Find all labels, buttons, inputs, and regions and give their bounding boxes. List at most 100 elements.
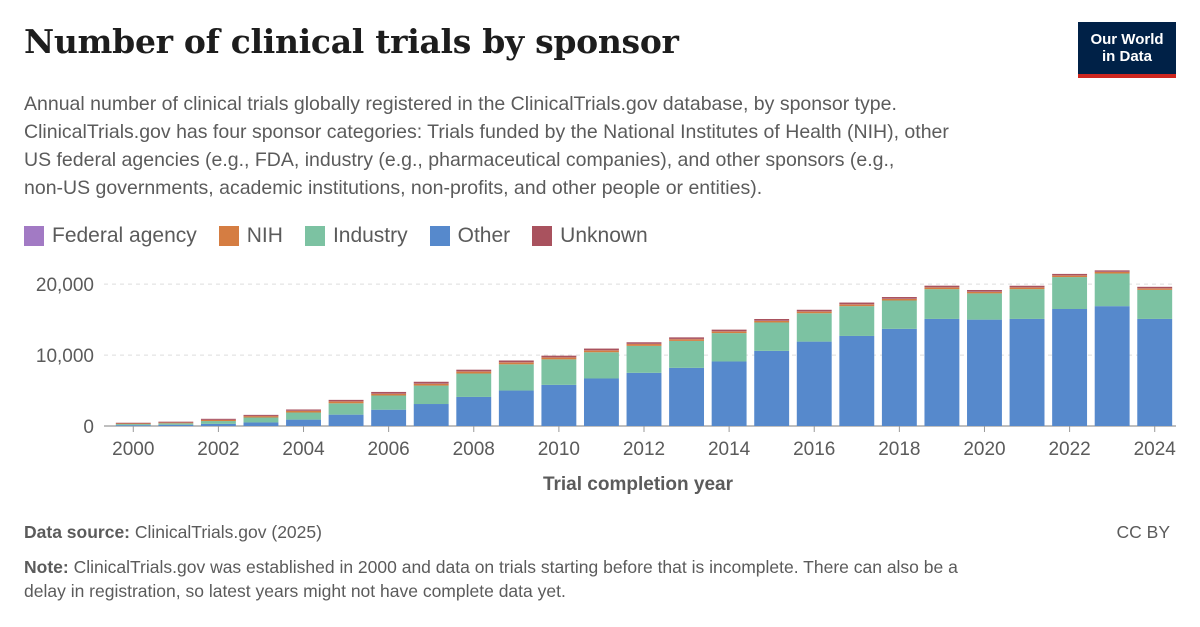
bar-segment-other[interactable] <box>967 319 1002 426</box>
bar-segment-other[interactable] <box>158 424 194 426</box>
owid-logo[interactable]: Our World in Data <box>1078 22 1176 78</box>
legend-item-federal-agency[interactable]: Federal agency <box>24 224 197 248</box>
bar-segment-nih[interactable] <box>796 311 832 314</box>
bar-segment-industry[interactable] <box>1137 289 1173 319</box>
bar-segment-industry[interactable] <box>1094 273 1130 307</box>
bar-segment-other[interactable] <box>583 378 619 426</box>
bar-segment-unknown[interactable] <box>158 421 194 423</box>
bar-segment-industry[interactable] <box>243 417 279 423</box>
bar-segment-industry[interactable] <box>796 313 832 342</box>
bar-segment-nih[interactable] <box>243 416 279 418</box>
bar-segment-unknown[interactable] <box>924 285 960 288</box>
bar-segment-other[interactable] <box>669 367 705 426</box>
bar-segment-industry[interactable] <box>200 421 236 424</box>
bar-segment-unknown[interactable] <box>541 355 577 358</box>
bar-segment-unknown[interactable] <box>839 302 875 305</box>
bar-segment-industry[interactable] <box>711 333 747 362</box>
legend-item-other[interactable]: Other <box>429 224 510 248</box>
bar-segment-nih[interactable] <box>967 291 1002 294</box>
bar-segment-other[interactable] <box>924 318 960 426</box>
bar-segment-unknown[interactable] <box>796 309 832 312</box>
bar-segment-unknown[interactable] <box>456 369 492 372</box>
bar-segment-nih[interactable] <box>158 422 194 424</box>
source-link[interactable]: ClinicalTrials.gov (2025) <box>134 522 322 542</box>
bar-segment-other[interactable] <box>881 328 917 426</box>
bar-segment-unknown[interactable] <box>371 391 407 394</box>
legend-item-nih[interactable]: NIH <box>218 224 283 248</box>
license-link[interactable]: CC BY <box>1116 522 1170 542</box>
bar-segment-unknown[interactable] <box>413 381 449 384</box>
bar-segment-unknown[interactable] <box>626 342 662 344</box>
legend-item-unknown[interactable]: Unknown <box>532 224 648 248</box>
bar-segment-other[interactable] <box>711 361 747 426</box>
bar-segment-industry[interactable] <box>456 373 492 397</box>
bar-segment-other[interactable] <box>498 390 534 426</box>
bar-segment-nih[interactable] <box>1137 288 1173 290</box>
bar-segment-unknown[interactable] <box>1009 285 1045 288</box>
bar-segment-unknown[interactable] <box>881 297 917 299</box>
bar-segment-nih[interactable] <box>115 423 151 425</box>
bar-segment-industry[interactable] <box>583 352 619 379</box>
bar-segment-unknown[interactable] <box>967 289 1002 292</box>
bar-segment-nih[interactable] <box>328 401 364 404</box>
bar-segment-unknown[interactable] <box>498 360 534 363</box>
bar-segment-other[interactable] <box>754 350 790 426</box>
bar-segment-industry[interactable] <box>328 403 364 415</box>
bar-segment-industry[interactable] <box>286 412 321 420</box>
bar-segment-unknown[interactable] <box>669 337 705 339</box>
bar-segment-nih[interactable] <box>583 350 619 353</box>
legend-item-industry[interactable]: Industry <box>304 224 408 248</box>
bar-segment-nih[interactable] <box>754 320 790 323</box>
bar-segment-other[interactable] <box>371 409 407 426</box>
bar-segment-other[interactable] <box>1009 318 1045 426</box>
bar-segment-other[interactable] <box>286 419 321 426</box>
bar-segment-industry[interactable] <box>924 289 960 319</box>
bar-segment-industry[interactable] <box>413 385 449 405</box>
bar-segment-nih[interactable] <box>456 371 492 374</box>
bar-segment-unknown[interactable] <box>115 422 151 424</box>
bar-segment-other[interactable] <box>413 404 449 426</box>
bar-segment-other[interactable] <box>1094 306 1130 426</box>
bar-segment-nih[interactable] <box>924 287 960 290</box>
bar-segment-unknown[interactable] <box>754 318 790 321</box>
bar-segment-industry[interactable] <box>881 300 917 329</box>
bar-segment-unknown[interactable] <box>243 414 279 416</box>
bar-segment-nih[interactable] <box>839 304 875 307</box>
bar-segment-other[interactable] <box>115 425 151 426</box>
bar-segment-other[interactable] <box>328 414 364 426</box>
bar-segment-nih[interactable] <box>200 419 236 422</box>
bar-segment-other[interactable] <box>456 396 492 426</box>
bar-segment-other[interactable] <box>839 335 875 426</box>
bar-segment-unknown[interactable] <box>1052 273 1088 276</box>
bar-segment-nih[interactable] <box>286 410 321 413</box>
bar-segment-industry[interactable] <box>669 340 705 368</box>
bar-segment-other[interactable] <box>200 423 236 426</box>
bar-segment-other[interactable] <box>796 341 832 426</box>
bar-segment-industry[interactable] <box>115 424 151 426</box>
bar-segment-nih[interactable] <box>541 357 577 360</box>
bar-segment-industry[interactable] <box>1052 277 1088 309</box>
bar-segment-unknown[interactable] <box>286 409 321 411</box>
bar-segment-unknown[interactable] <box>711 329 747 332</box>
bar-segment-industry[interactable] <box>626 345 662 373</box>
bar-segment-unknown[interactable] <box>200 418 236 420</box>
bar-segment-industry[interactable] <box>498 364 534 391</box>
bar-segment-unknown[interactable] <box>583 348 619 351</box>
bar-segment-nih[interactable] <box>371 393 407 396</box>
bar-segment-nih[interactable] <box>1009 287 1045 290</box>
bar-segment-industry[interactable] <box>1009 289 1045 319</box>
bar-segment-unknown[interactable] <box>1137 286 1173 289</box>
bar-segment-other[interactable] <box>541 384 577 426</box>
bar-segment-other[interactable] <box>626 372 662 426</box>
bar-segment-nih[interactable] <box>669 339 705 341</box>
bar-segment-industry[interactable] <box>967 293 1002 320</box>
bar-segment-industry[interactable] <box>158 423 194 425</box>
bar-segment-nih[interactable] <box>711 331 747 334</box>
bar-segment-other[interactable] <box>243 422 279 426</box>
bar-segment-industry[interactable] <box>541 359 577 385</box>
bar-segment-other[interactable] <box>1137 318 1173 426</box>
bar-segment-industry[interactable] <box>839 306 875 336</box>
bar-segment-industry[interactable] <box>371 395 407 410</box>
bar-segment-industry[interactable] <box>754 322 790 351</box>
bar-segment-nih[interactable] <box>881 298 917 301</box>
